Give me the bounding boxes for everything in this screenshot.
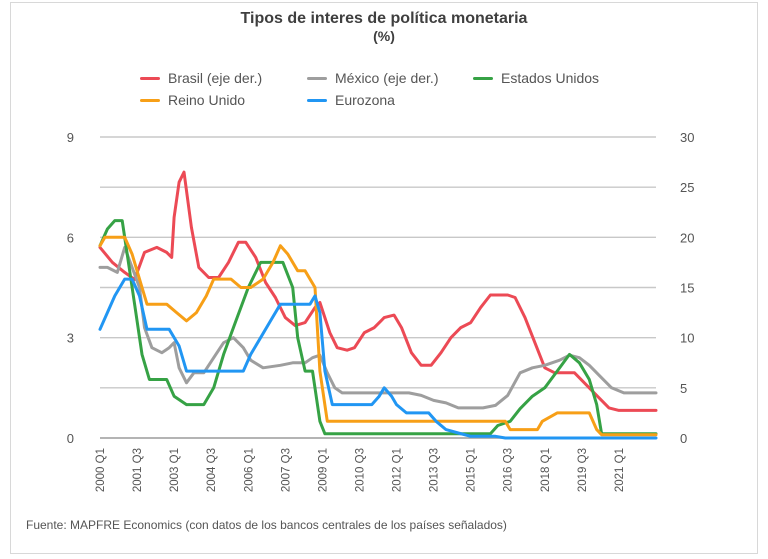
legend-label-mexico: México (eje der.)	[335, 70, 439, 86]
x-tick-label: 2003 Q1	[169, 448, 181, 492]
legend-swatch-brasil	[140, 76, 160, 80]
x-tick-label: 2021 Q1	[614, 448, 626, 492]
x-tick-label: 2006 Q1	[243, 448, 255, 492]
x-tick-label: 2013 Q3	[429, 448, 441, 492]
x-tick-label: 2019 Q3	[577, 448, 589, 492]
x-tick-label: 2009 Q1	[317, 448, 329, 492]
y-left-tick-label: 6	[67, 230, 74, 245]
legend-label-reino-unido: Reino Unido	[168, 92, 246, 108]
series-line-mexico	[98, 245, 658, 410]
legend-item-mexico: México (eje der.)	[307, 69, 438, 87]
x-tick-label: 2007 Q3	[280, 448, 292, 492]
x-tick-label: 2012 Q1	[392, 448, 404, 492]
y-left-tick-label: 9	[67, 130, 74, 145]
x-tick-label: 2015 Q1	[466, 448, 478, 492]
source-note: Fuente: MAPFRE Economics (con datos de l…	[26, 518, 507, 532]
y-right-tick-label: 10	[680, 331, 694, 346]
legend-swatch-estados-unidos	[473, 76, 493, 80]
legend-swatch-reino-unido	[140, 98, 160, 102]
legend-swatch-eurozona	[307, 98, 327, 102]
series-line-estados-unidos	[98, 219, 658, 436]
legend-label-estados-unidos: Estados Unidos	[501, 70, 600, 86]
y-right-tick-label: 25	[680, 180, 694, 195]
chart-title: Tipos de interes de política monetaria	[240, 10, 528, 27]
y-right-tick-label: 20	[680, 230, 694, 245]
y-right-tick-label: 30	[680, 130, 694, 145]
x-tick-label: 2010 Q3	[354, 448, 366, 492]
legend-label-brasil: Brasil (eje der.)	[168, 70, 263, 86]
chart-frame	[10, 2, 758, 554]
series-line-eurozona	[98, 277, 658, 440]
legend-item-brasil: Brasil (eje der.)	[140, 69, 262, 87]
x-tick-label: 2004 Q3	[206, 448, 218, 492]
y-right-tick-label: 0	[680, 431, 687, 446]
series-line-reino-unido	[98, 235, 658, 437]
legend-swatch-mexico	[307, 76, 327, 80]
legend-item-estados-unidos: Estados Unidos	[473, 69, 599, 87]
y-right-tick-label: 15	[680, 281, 694, 296]
x-tick-label: 2001 Q3	[132, 448, 144, 492]
y-right-tick-label: 5	[680, 381, 687, 396]
legend-item-eurozona: Eurozona	[307, 91, 395, 109]
chart-subtitle: (%)	[373, 28, 395, 44]
y-left-tick-label: 3	[67, 331, 74, 346]
x-tick-label: 2016 Q3	[503, 448, 515, 492]
series-line-brasil	[98, 170, 658, 412]
y-left-tick-label: 0	[67, 431, 74, 446]
legend-label-eurozona: Eurozona	[335, 92, 395, 108]
legend-item-reino-unido: Reino Unido	[140, 91, 245, 109]
x-tick-label: 2000 Q1	[95, 448, 107, 492]
x-tick-label: 2018 Q1	[540, 448, 552, 492]
